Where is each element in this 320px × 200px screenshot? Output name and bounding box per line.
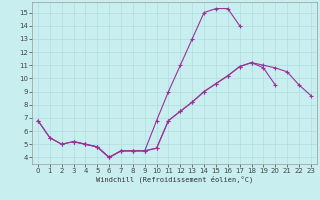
X-axis label: Windchill (Refroidissement éolien,°C): Windchill (Refroidissement éolien,°C): [96, 176, 253, 183]
